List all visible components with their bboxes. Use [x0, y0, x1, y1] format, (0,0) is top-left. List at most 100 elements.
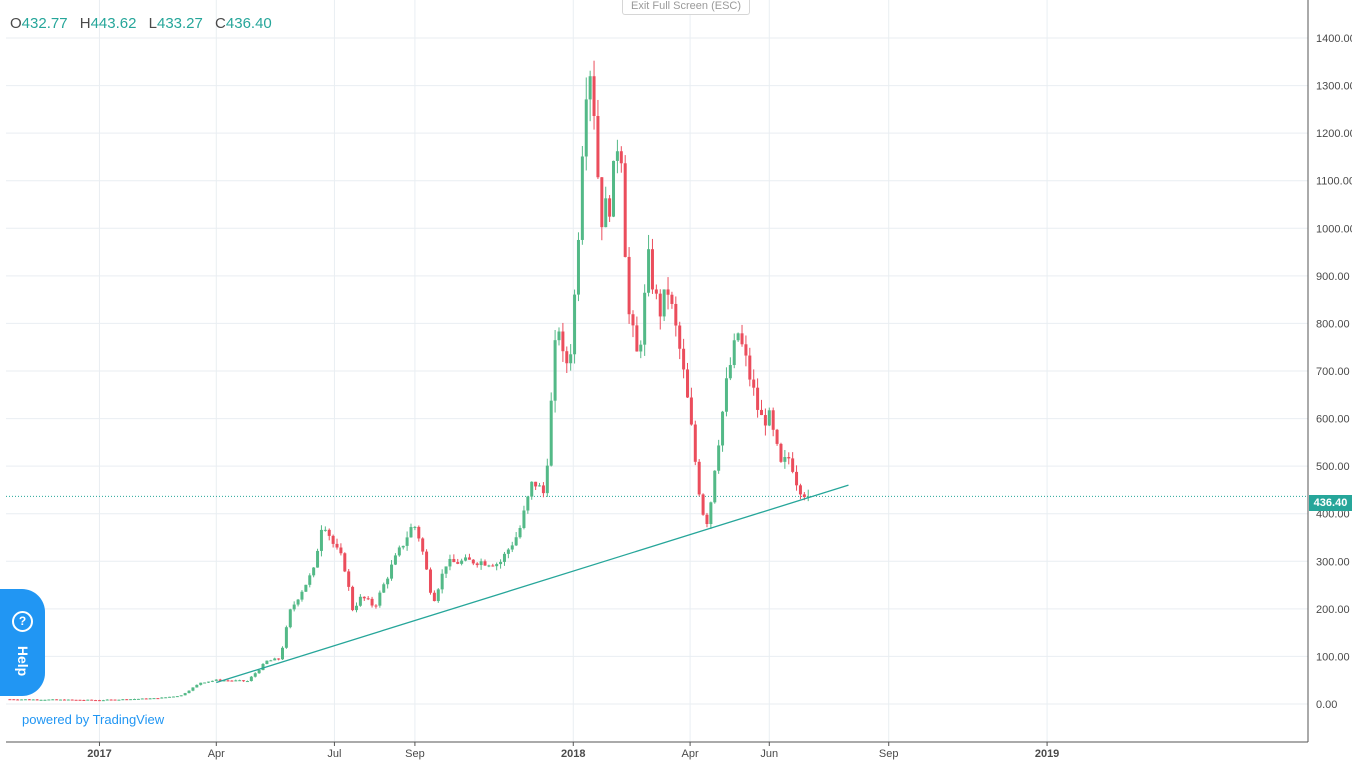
x-tick-label: Jun	[760, 748, 778, 760]
candle-up	[783, 457, 787, 462]
candle-up	[160, 697, 164, 699]
candle-up	[195, 684, 199, 688]
candle-up	[573, 294, 577, 355]
candle-up	[148, 698, 152, 700]
help-label: Help	[15, 645, 31, 677]
help-button[interactable]: ? Help	[0, 589, 45, 696]
candle-down	[674, 303, 678, 326]
candle-up	[510, 545, 514, 550]
trendline	[216, 484, 849, 684]
candle-up	[460, 560, 464, 564]
candle-down	[795, 471, 799, 486]
candle-down	[366, 598, 370, 600]
y-tick-label: 500.00	[1316, 461, 1350, 473]
candle-up	[662, 289, 666, 317]
candle-down	[802, 494, 806, 497]
candle-down	[343, 553, 347, 572]
candle-up	[136, 698, 140, 700]
candle-down	[658, 293, 662, 317]
candle-up	[382, 584, 386, 593]
candle-up	[378, 592, 382, 606]
candle-down	[428, 569, 432, 593]
candle-up	[66, 699, 70, 701]
candle-down	[97, 700, 101, 702]
candle-up	[604, 198, 608, 228]
candle-down	[670, 294, 674, 304]
candle-up	[409, 527, 413, 538]
candle-up	[175, 696, 179, 698]
candle-up	[245, 681, 249, 683]
candle-up	[140, 698, 144, 700]
candle-up	[518, 527, 522, 538]
candle-up	[171, 696, 175, 698]
powered-by-link[interactable]: powered by TradingView	[22, 712, 165, 727]
candle-down	[650, 249, 654, 290]
candle-up	[191, 687, 195, 691]
candle-down	[678, 325, 682, 349]
candle-up	[210, 680, 214, 682]
candle-down	[701, 494, 705, 515]
candle-up	[234, 680, 238, 682]
exit-full-screen-button[interactable]: Exit Full Screen (ESC)	[622, 0, 750, 15]
candle-up	[514, 537, 518, 546]
candle-up	[86, 699, 90, 701]
candle-up	[23, 699, 27, 701]
candle-up	[806, 496, 810, 498]
candle-up	[312, 567, 316, 576]
candle-down	[218, 679, 222, 681]
candle-up	[576, 239, 580, 295]
candle-up	[401, 545, 405, 548]
candle-up	[222, 680, 226, 682]
candle-down	[744, 344, 748, 356]
candle-up	[506, 549, 510, 554]
candle-up	[51, 699, 55, 701]
candle-down	[27, 699, 31, 701]
candle-up	[584, 99, 588, 157]
candle-up	[214, 679, 218, 681]
high-label: H	[79, 15, 91, 32]
candle-down	[693, 424, 697, 462]
candle-down	[763, 415, 767, 426]
candle-up	[721, 411, 725, 446]
candle-down	[491, 565, 495, 567]
candle-down	[756, 387, 760, 410]
candle-up	[643, 292, 647, 345]
candle-up	[713, 470, 717, 503]
candle-down	[70, 699, 74, 701]
close-label: C	[215, 15, 226, 32]
candle-up	[152, 698, 156, 700]
candle-down	[483, 561, 487, 566]
candle-down	[339, 547, 343, 554]
candle-down	[697, 461, 701, 495]
candle-up	[304, 584, 308, 592]
candle-up	[588, 76, 592, 100]
y-tick-label: 900.00	[1316, 271, 1350, 283]
low-label: L	[148, 15, 157, 32]
candle-up	[323, 529, 327, 531]
candle-up	[308, 575, 312, 585]
candle-up	[557, 331, 561, 341]
candle-up	[553, 340, 557, 401]
close-value: 436.40	[225, 15, 272, 32]
candle-down	[475, 563, 479, 566]
candle-up	[265, 660, 269, 664]
candle-up	[105, 699, 109, 701]
candle-down	[705, 514, 709, 525]
candle-down	[689, 397, 693, 425]
candle-down	[226, 680, 230, 682]
candle-down	[113, 699, 117, 701]
candle-down	[8, 699, 12, 701]
x-tick-label: Sep	[879, 748, 899, 760]
candle-down	[561, 331, 565, 352]
candle-up	[168, 696, 172, 698]
candle-up	[164, 697, 168, 699]
candle-down	[666, 289, 670, 295]
candle-down	[374, 605, 378, 607]
candle-up	[549, 400, 553, 466]
candle-down	[78, 699, 82, 701]
candle-up	[495, 564, 499, 567]
candle-down	[798, 485, 802, 495]
candle-up	[203, 682, 207, 684]
candle-up	[179, 695, 183, 697]
